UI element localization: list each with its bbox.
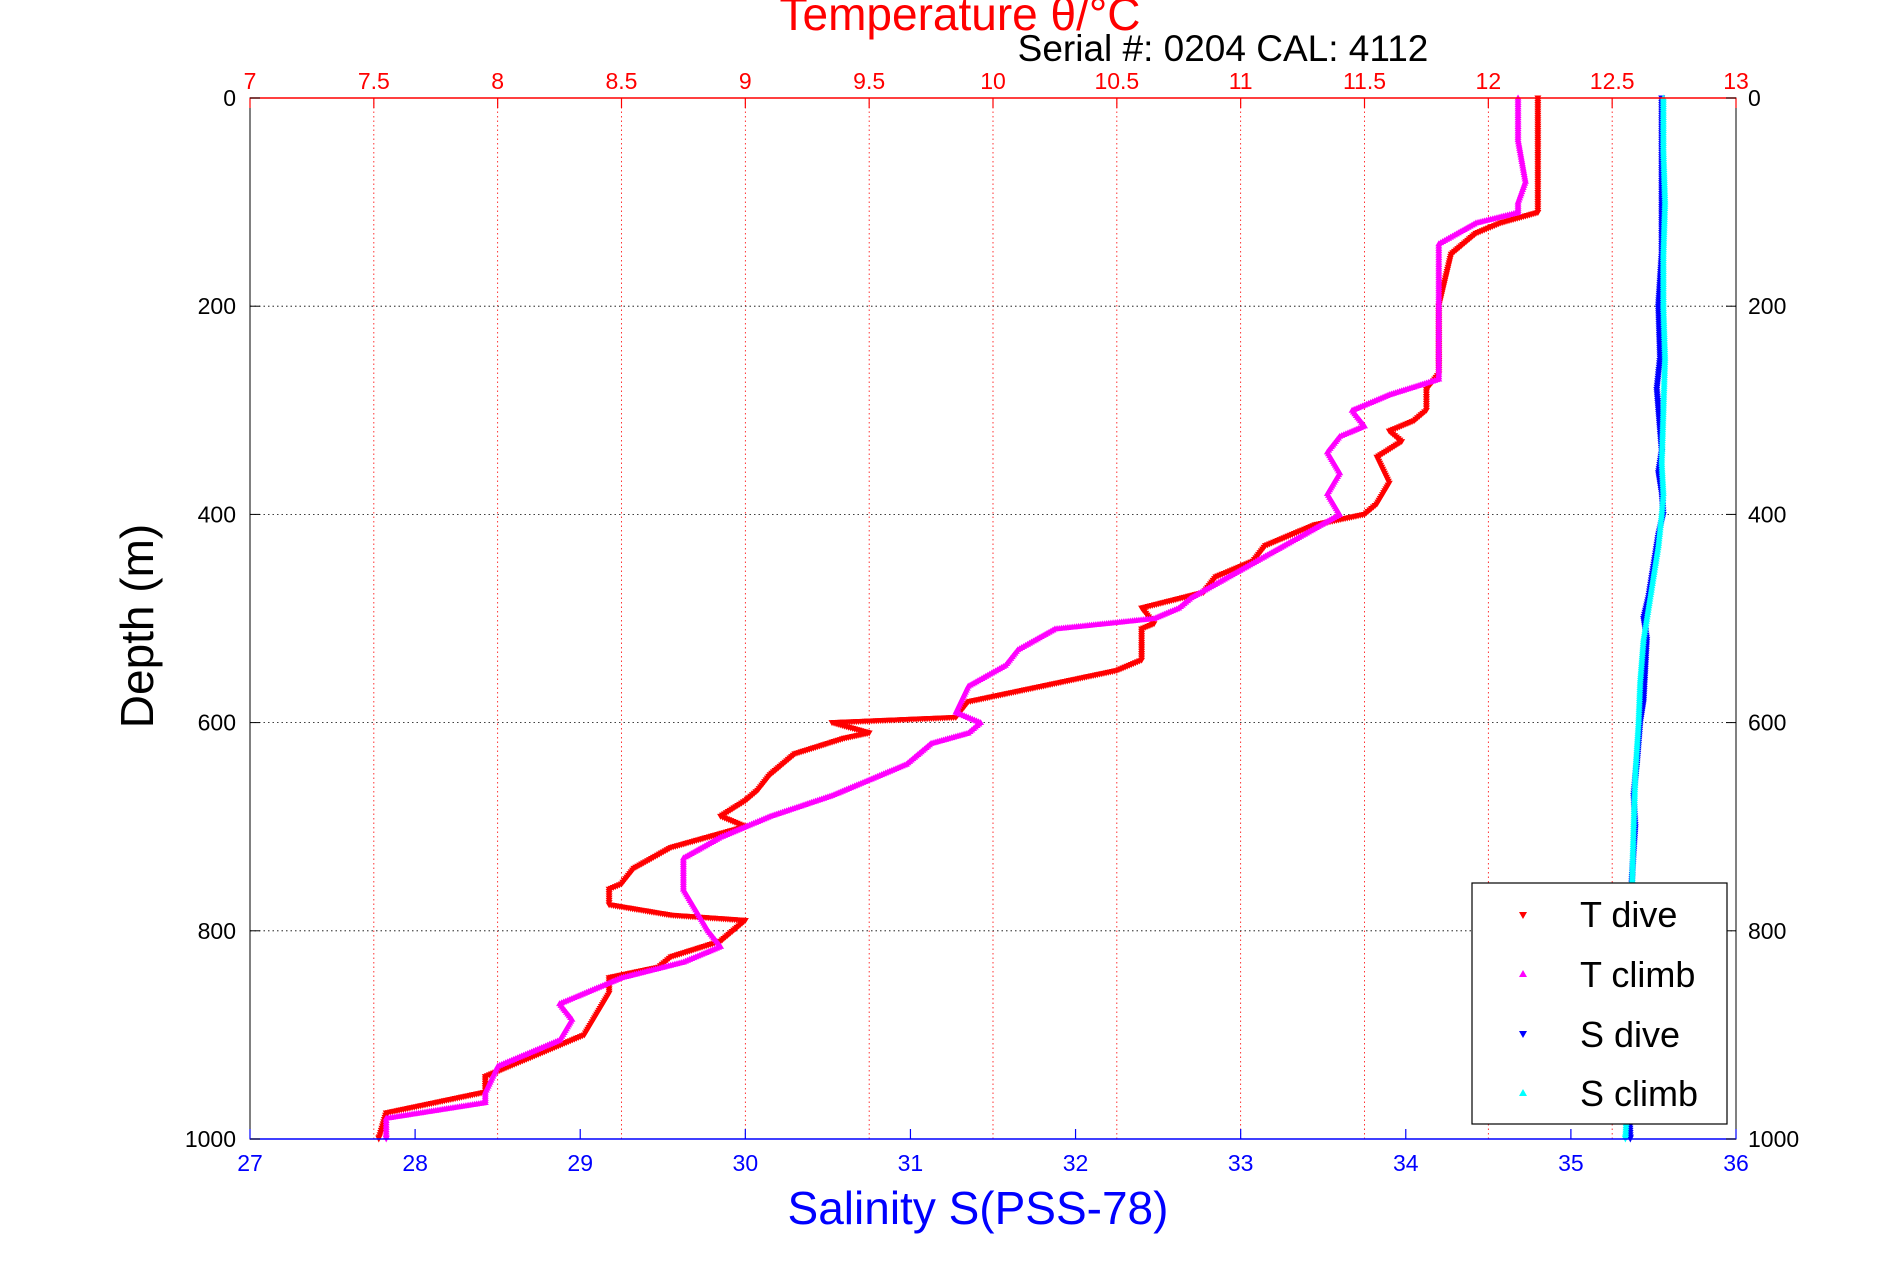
temperature-axis-label: Temperature θ/°C bbox=[780, 0, 1141, 40]
salinity-tick-label: 28 bbox=[402, 1150, 428, 1176]
data-markers bbox=[375, 94, 1669, 1143]
legend-marker-s-climb bbox=[1519, 1089, 1527, 1096]
salinity-tick-label: 36 bbox=[1723, 1150, 1749, 1176]
salinity-tick-label: 30 bbox=[733, 1150, 759, 1176]
temperature-tick-label: 10.5 bbox=[1094, 68, 1139, 94]
salinity-tick-label: 31 bbox=[898, 1150, 924, 1176]
temperature-tick-label: 12.5 bbox=[1590, 68, 1635, 94]
salinity-tick-label: 32 bbox=[1063, 1150, 1089, 1176]
temperature-tick-label: 13 bbox=[1723, 68, 1749, 94]
temperature-tick-label: 7.5 bbox=[358, 68, 390, 94]
legend-marker-t-dive bbox=[1519, 912, 1527, 919]
salinity-tick-label: 33 bbox=[1228, 1150, 1254, 1176]
depth-tick-label-right: 1000 bbox=[1748, 1126, 1799, 1152]
temperature-tick-label: 7 bbox=[244, 68, 257, 94]
temperature-tick-label: 8.5 bbox=[606, 68, 638, 94]
depth-tick-label-right: 200 bbox=[1748, 293, 1786, 319]
depth-tick-label-left: 600 bbox=[198, 710, 236, 736]
depth-tick-label-right: 600 bbox=[1748, 710, 1786, 736]
legend-label-s-dive: S dive bbox=[1580, 1014, 1680, 1055]
depth-tick-label-left: 0 bbox=[223, 85, 236, 111]
depth-axis-label: Depth (m) bbox=[111, 524, 163, 728]
temperature-tick-label: 12 bbox=[1476, 68, 1502, 94]
legend-label-t-climb: T climb bbox=[1580, 954, 1695, 995]
temperature-tick-label: 9 bbox=[739, 68, 752, 94]
salinity-tick-label: 34 bbox=[1393, 1150, 1419, 1176]
depth-tick-label-left: 200 bbox=[198, 293, 236, 319]
depth-tick-label-right: 800 bbox=[1748, 918, 1786, 944]
legend-marker-t-climb bbox=[1519, 970, 1527, 977]
legend: T dive T climb S dive S climb bbox=[1471, 882, 1728, 1125]
legend-label-s-climb: S climb bbox=[1580, 1073, 1698, 1114]
temperature-tick-label: 11 bbox=[1229, 68, 1253, 94]
temperature-tick-label: 10 bbox=[980, 68, 1006, 94]
depth-tick-label-left: 400 bbox=[198, 501, 236, 527]
legend-marker-s-dive bbox=[1519, 1031, 1527, 1038]
salinity-tick-label: 35 bbox=[1558, 1150, 1584, 1176]
temperature-tick-label: 11.5 bbox=[1343, 68, 1386, 94]
salinity-axis-label: Salinity S(PSS-78) bbox=[788, 1182, 1169, 1234]
legend-label-t-dive: T dive bbox=[1580, 894, 1677, 935]
temperature-tick-label: 8 bbox=[491, 68, 504, 94]
temperature-tick-label: 9.5 bbox=[853, 68, 885, 94]
depth-tick-label-right: 400 bbox=[1748, 501, 1786, 527]
depth-tick-label-right: 0 bbox=[1748, 85, 1761, 111]
depth-tick-label-left: 1000 bbox=[185, 1126, 236, 1152]
salinity-tick-label: 29 bbox=[567, 1150, 593, 1176]
depth-tick-label-left: 800 bbox=[198, 918, 236, 944]
legend-box bbox=[1471, 882, 1728, 1125]
chart-title: Serial #: 0204 CAL: 4112 bbox=[1018, 28, 1429, 69]
salinity-tick-label: 27 bbox=[237, 1150, 263, 1176]
